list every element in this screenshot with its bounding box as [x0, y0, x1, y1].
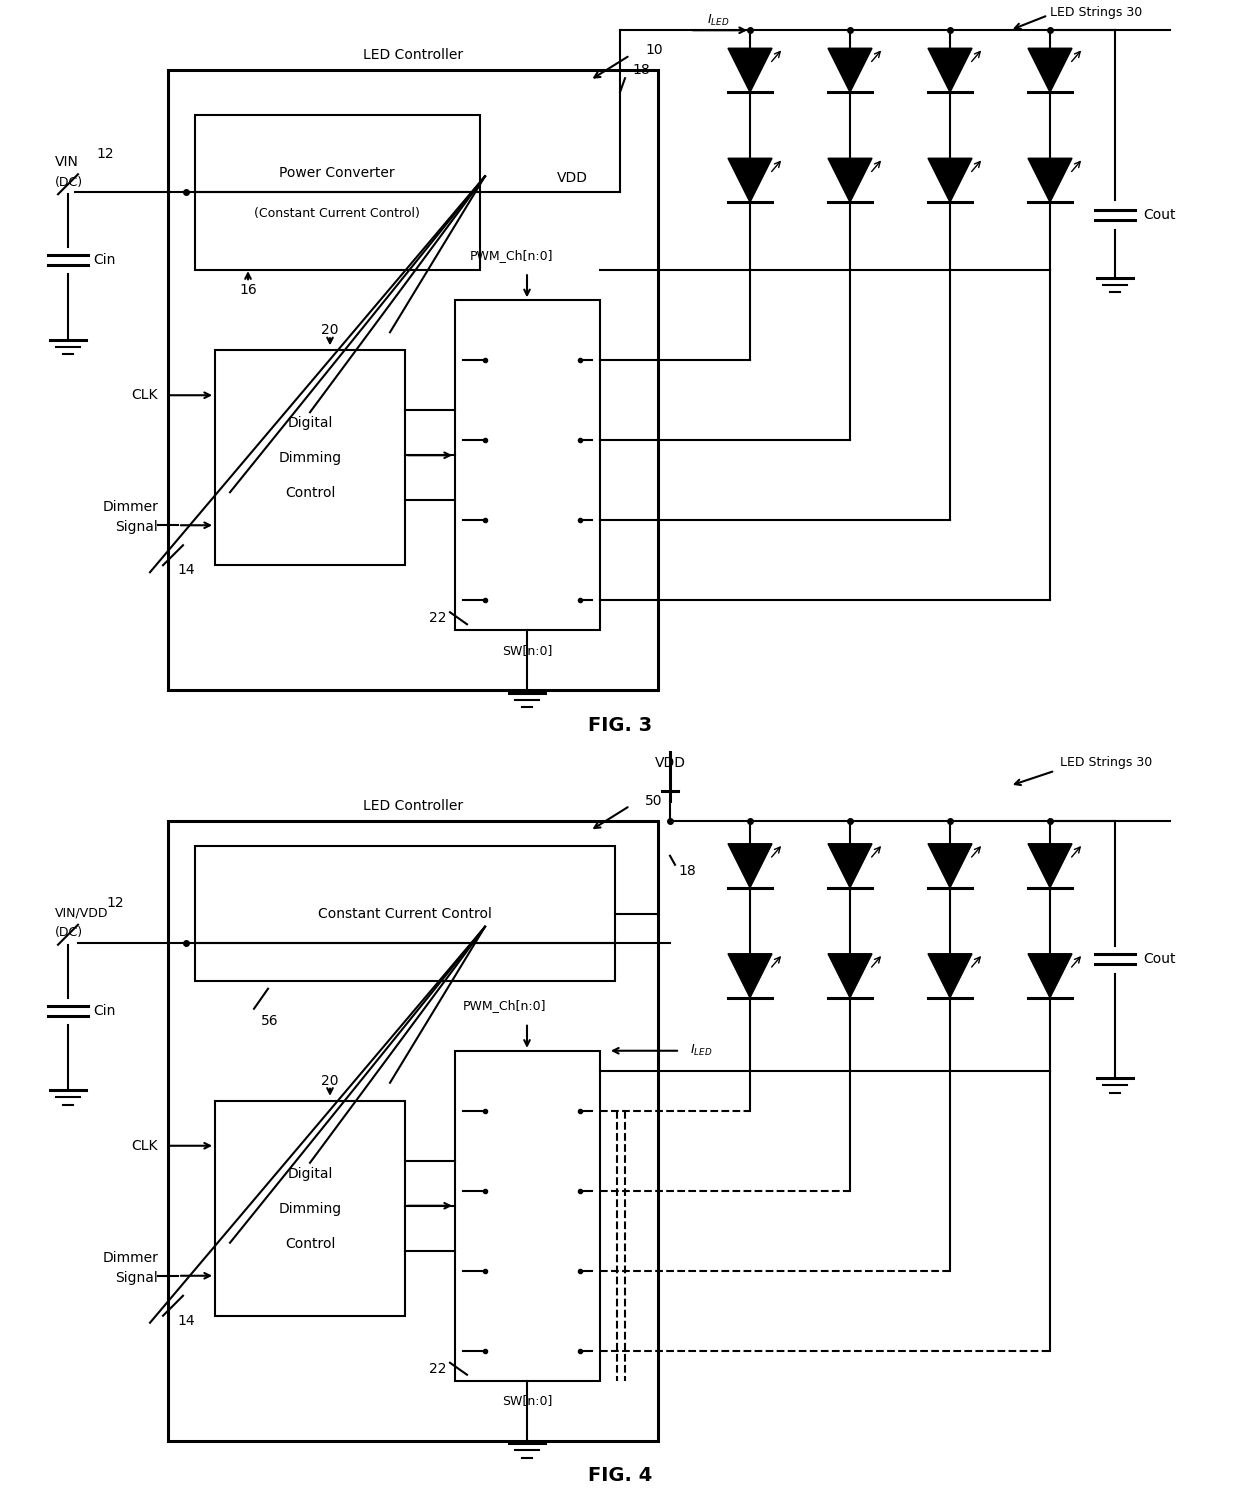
Text: Cout: Cout — [1143, 952, 1176, 965]
Polygon shape — [1028, 953, 1073, 998]
Text: LED Controller: LED Controller — [363, 799, 463, 812]
Bar — [195, 116, 480, 270]
Text: Cin: Cin — [93, 254, 115, 267]
Polygon shape — [928, 953, 972, 998]
Polygon shape — [928, 844, 972, 887]
Text: Signal: Signal — [115, 521, 157, 534]
Text: Digital: Digital — [288, 1166, 332, 1181]
Text: 56: 56 — [262, 1013, 279, 1028]
Text: 10: 10 — [645, 44, 662, 57]
Text: 12: 12 — [97, 147, 114, 161]
Polygon shape — [1028, 158, 1073, 203]
Text: 14: 14 — [177, 563, 195, 578]
Text: Power Converter: Power Converter — [279, 167, 394, 180]
Polygon shape — [828, 158, 872, 203]
Text: Dimmer: Dimmer — [102, 1250, 157, 1265]
Text: 12: 12 — [107, 896, 124, 910]
Polygon shape — [728, 158, 773, 203]
Text: VDD: VDD — [655, 755, 686, 770]
Text: Control: Control — [285, 486, 335, 500]
Text: $I_{LED}$: $I_{LED}$ — [707, 12, 729, 29]
Polygon shape — [1028, 48, 1073, 92]
Text: 20: 20 — [321, 323, 339, 338]
Text: Cout: Cout — [1143, 209, 1176, 222]
Text: 18: 18 — [678, 863, 696, 878]
Bar — [167, 821, 658, 1441]
Text: PWM_Ch[n:0]: PWM_Ch[n:0] — [463, 1000, 547, 1012]
Text: (DC): (DC) — [55, 926, 83, 940]
Bar — [455, 300, 600, 630]
Text: Digital: Digital — [288, 416, 332, 431]
Text: VIN: VIN — [55, 155, 79, 170]
Polygon shape — [1028, 844, 1073, 887]
Text: 20: 20 — [321, 1073, 339, 1088]
Text: (Constant Current Control): (Constant Current Control) — [254, 207, 420, 219]
Text: SW[n:0]: SW[n:0] — [502, 1394, 552, 1408]
Text: Dimming: Dimming — [279, 1202, 341, 1216]
Text: Constant Current Control: Constant Current Control — [319, 907, 492, 920]
Text: Control: Control — [285, 1237, 335, 1250]
Polygon shape — [928, 158, 972, 203]
Bar — [167, 71, 658, 690]
Text: Cin: Cin — [93, 1004, 115, 1018]
Text: LED Strings 30: LED Strings 30 — [1060, 757, 1152, 769]
Text: Dimmer: Dimmer — [102, 500, 157, 515]
Bar — [455, 1051, 600, 1381]
Text: Dimming: Dimming — [279, 452, 341, 465]
Text: VDD: VDD — [557, 171, 588, 185]
Text: VIN/VDD: VIN/VDD — [55, 907, 109, 919]
Text: (DC): (DC) — [55, 176, 83, 189]
Text: 22: 22 — [429, 1361, 446, 1376]
Bar — [215, 350, 405, 566]
Text: 22: 22 — [429, 611, 446, 626]
Text: CLK: CLK — [131, 389, 157, 402]
Text: 14: 14 — [177, 1313, 195, 1328]
Polygon shape — [828, 844, 872, 887]
Text: PWM_Ch[n:0]: PWM_Ch[n:0] — [470, 249, 553, 261]
Text: LED Controller: LED Controller — [363, 48, 463, 62]
Text: FIG. 3: FIG. 3 — [588, 716, 652, 735]
Text: Signal: Signal — [115, 1271, 157, 1285]
Text: CLK: CLK — [131, 1139, 157, 1153]
Bar — [195, 845, 615, 980]
Text: LED Strings 30: LED Strings 30 — [1050, 6, 1142, 18]
Polygon shape — [728, 48, 773, 92]
Polygon shape — [928, 48, 972, 92]
Text: SW[n:0]: SW[n:0] — [502, 644, 552, 657]
Text: $I_{LED}$: $I_{LED}$ — [689, 1043, 713, 1058]
Bar — [215, 1100, 405, 1316]
Polygon shape — [728, 953, 773, 998]
Polygon shape — [728, 844, 773, 887]
Text: FIG. 4: FIG. 4 — [588, 1466, 652, 1486]
Polygon shape — [828, 953, 872, 998]
Text: 16: 16 — [239, 284, 257, 297]
Polygon shape — [828, 48, 872, 92]
Text: 18: 18 — [632, 63, 650, 77]
Text: 50: 50 — [645, 794, 662, 808]
